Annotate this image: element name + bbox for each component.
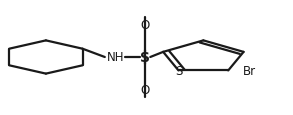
Text: O: O — [140, 83, 150, 96]
Text: Br: Br — [243, 64, 256, 77]
Text: S: S — [140, 51, 150, 64]
Text: O: O — [140, 19, 150, 32]
Text: NH: NH — [107, 51, 125, 64]
Text: S: S — [175, 64, 182, 77]
